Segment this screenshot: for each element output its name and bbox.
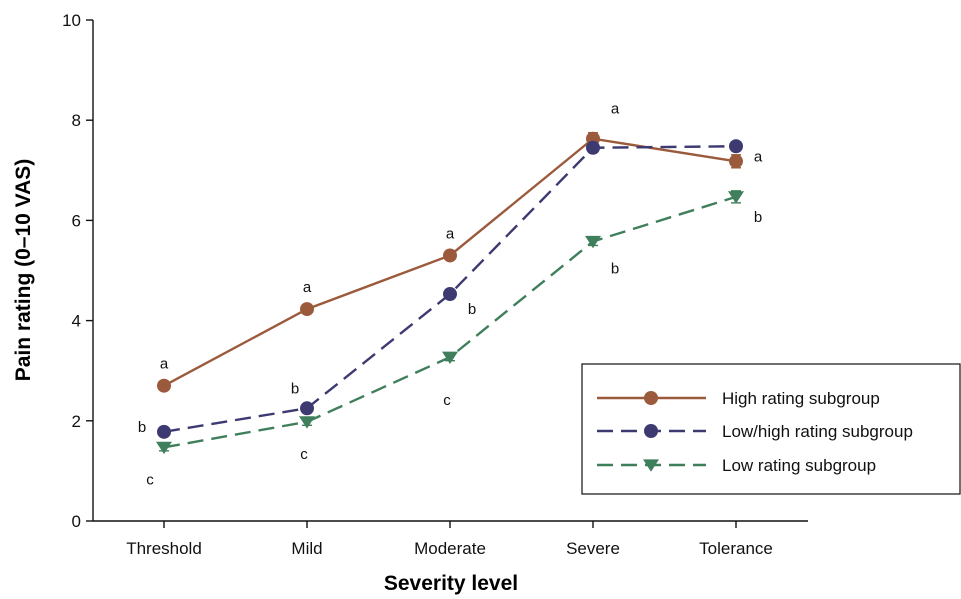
data-point — [443, 287, 457, 302]
x-tick-label: Severe — [566, 539, 620, 558]
significance-label: c — [443, 392, 451, 409]
data-point — [729, 139, 743, 154]
data-point — [299, 416, 315, 429]
data-point — [729, 154, 743, 169]
y-tick-label: 8 — [72, 111, 81, 130]
data-point — [585, 235, 601, 249]
legend: High rating subgroup Low/high rating subg… — [581, 363, 961, 495]
y-tick-label: 4 — [72, 312, 81, 331]
data-point — [157, 424, 171, 439]
legend-label: Low rating subgroup — [722, 456, 876, 475]
data-point — [300, 302, 314, 317]
significance-labels: a a a a a b b b c c c b b — [138, 101, 763, 489]
x-tick-label: Mild — [291, 539, 322, 558]
legend-swatch-marker — [644, 424, 658, 438]
significance-label: a — [754, 148, 763, 165]
y-tick-label: 2 — [72, 412, 81, 431]
y-axis: 0 2 4 6 8 10 — [62, 11, 94, 531]
data-point — [157, 378, 171, 393]
series-2 — [157, 139, 743, 439]
significance-label: a — [303, 279, 312, 296]
significance-label: a — [611, 101, 620, 118]
data-point — [443, 248, 457, 263]
legend-item-2: Low/high rating subgroup — [597, 422, 913, 441]
data-point — [442, 351, 458, 364]
x-tick-label: Moderate — [414, 539, 486, 558]
y-axis-title: Pain rating (0–10 VAS) — [12, 159, 35, 382]
x-axis-title: Severity level — [384, 572, 518, 595]
data-point — [586, 140, 600, 155]
significance-label: b — [468, 301, 476, 318]
y-tick-label: 6 — [72, 211, 81, 230]
significance-label: b — [611, 260, 619, 277]
data-point — [300, 401, 314, 416]
data-point — [728, 191, 744, 204]
legend-items: High rating subgroup Low/high rating subg… — [597, 389, 913, 475]
legend-item-3: Low rating subgroup — [597, 456, 876, 475]
legend-item-1: High rating subgroup — [597, 389, 880, 408]
legend-label: High rating subgroup — [722, 389, 880, 408]
y-tick-label: 0 — [72, 512, 81, 531]
x-tick-label: Threshold — [126, 539, 202, 558]
significance-label: a — [160, 356, 169, 373]
significance-label: c — [146, 471, 154, 488]
significance-label: b — [291, 380, 299, 397]
legend-swatch-marker — [643, 459, 659, 472]
legend-swatch-marker — [644, 391, 658, 405]
significance-label: b — [754, 209, 762, 226]
significance-label: b — [138, 419, 146, 436]
legend-label: Low/high rating subgroup — [722, 422, 913, 441]
significance-label: c — [300, 446, 308, 463]
y-tick-label: 10 — [62, 11, 81, 30]
series-3 — [156, 190, 744, 455]
significance-label: a — [446, 225, 455, 242]
series-layer — [156, 131, 744, 455]
x-tick-label: Tolerance — [699, 539, 773, 558]
x-axis: Threshold Mild Moderate Severe Tolerance — [93, 520, 808, 558]
data-point — [156, 441, 172, 455]
